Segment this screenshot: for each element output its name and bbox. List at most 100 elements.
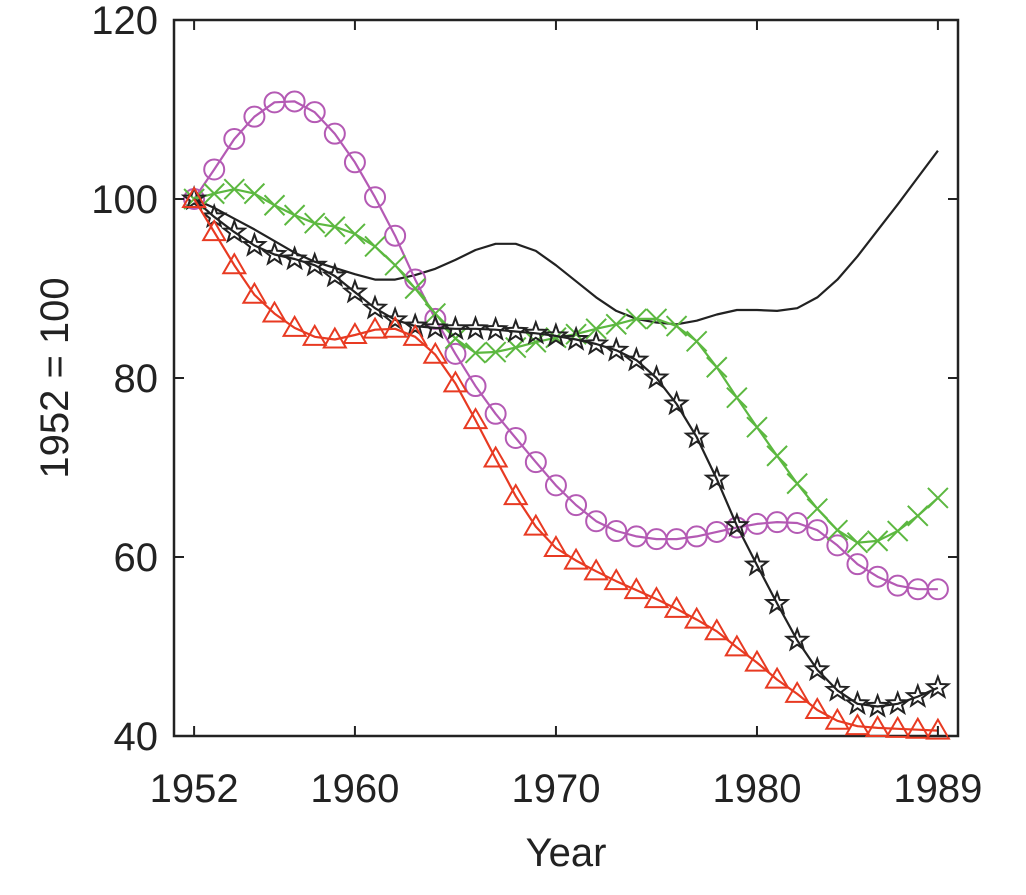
data-point-star (904, 682, 932, 708)
data-point-triangle (221, 252, 248, 275)
data-point-circle (926, 578, 949, 601)
data-point-star (683, 423, 710, 449)
plot-area (172, 18, 960, 738)
data-point-triangle (201, 219, 227, 242)
y-axis-title: 1952 = 100 (33, 277, 77, 478)
data-point-triangle (704, 618, 730, 641)
data-point-triangle (523, 513, 549, 536)
data-point-triangle (503, 483, 529, 506)
data-point-star (562, 325, 590, 351)
data-point-triangle (864, 714, 891, 737)
series-line (193, 100, 938, 591)
data-point-star (623, 346, 650, 372)
data-point-star (743, 551, 771, 577)
series-3 (180, 184, 952, 718)
data-point-circle (605, 520, 628, 543)
data-point-star (220, 218, 248, 244)
data-point-triangle (301, 323, 328, 346)
series-line (193, 198, 939, 708)
data-point-x (324, 216, 346, 238)
data-point-circle (303, 101, 326, 124)
data-point-x (726, 386, 748, 409)
data-point-circle (846, 553, 869, 576)
data-point-x (665, 315, 688, 337)
data-point-star (281, 245, 308, 271)
data-point-x (203, 182, 225, 205)
x-tick-label: 1960 (310, 767, 399, 811)
data-point-star (180, 184, 208, 211)
data-point-x (364, 235, 386, 258)
data-point-star (723, 511, 751, 537)
data-point-x (464, 342, 487, 364)
data-point-circle (544, 474, 567, 497)
data-point-triangle (563, 547, 589, 570)
series-0 (193, 150, 939, 326)
data-point-triangle (442, 370, 469, 393)
data-point-circle (826, 534, 849, 557)
data-point-x (263, 194, 286, 216)
data-point-star (763, 589, 791, 615)
tick-layer: 1952 1960 1970 1980 1989 40 60 80 100 120 (91, 0, 982, 811)
data-point-star (663, 390, 690, 416)
data-point-x (424, 302, 447, 325)
data-point-x (484, 341, 507, 363)
data-point-circle (323, 122, 346, 145)
series-4 (181, 186, 951, 740)
y-tick-label: 60 (114, 536, 159, 580)
data-point-x (866, 530, 889, 552)
data-point-star (422, 313, 449, 340)
data-point-circle (243, 105, 266, 128)
data-point-x (525, 331, 547, 353)
x-tick-label: 1989 (893, 767, 982, 811)
data-point-star (824, 676, 851, 702)
data-point-x (585, 318, 607, 340)
data-point-star (783, 626, 811, 652)
data-point-triangle (543, 535, 569, 558)
data-point-triangle (181, 186, 207, 208)
data-point-triangle (764, 666, 790, 689)
data-point-x (283, 204, 306, 226)
x-axis-title: Year (526, 831, 607, 875)
data-point-triangle (241, 281, 268, 304)
data-point-x (625, 308, 648, 330)
data-point-star (884, 689, 911, 716)
data-point-triangle (744, 649, 770, 672)
data-point-circle (585, 510, 608, 533)
series-2 (183, 178, 949, 554)
data-point-x (886, 520, 909, 542)
data-point-x (304, 212, 326, 234)
data-point-triangle (402, 323, 428, 346)
data-point-circle (444, 342, 467, 365)
data-point-star (361, 294, 389, 320)
data-point-circle (705, 520, 728, 543)
data-point-x (223, 178, 246, 200)
data-point-circle (786, 511, 809, 534)
x-tick-label: 1980 (712, 767, 801, 811)
data-point-circle (384, 224, 407, 247)
data-point-star (703, 465, 731, 491)
x-tick-label: 1970 (511, 767, 600, 811)
y-tick-label: 80 (114, 357, 159, 401)
data-point-x (685, 330, 708, 353)
data-point-star (482, 315, 509, 342)
data-point-triangle (643, 586, 670, 609)
data-point-star (502, 317, 529, 343)
data-point-triangle (322, 326, 348, 349)
data-point-x (605, 313, 627, 336)
data-point-star (321, 262, 349, 288)
data-point-circle (283, 90, 306, 113)
data-point-circle (464, 375, 487, 398)
data-point-triangle (482, 445, 509, 468)
data-point-star (602, 336, 630, 362)
data-point-circle (343, 151, 366, 174)
data-point-triangle (784, 680, 810, 703)
data-point-triangle (844, 713, 871, 736)
data-point-circle (524, 451, 547, 474)
data-point-star (522, 319, 550, 345)
data-point-star (381, 305, 409, 332)
data-point-star (643, 364, 670, 390)
data-point-star (582, 330, 610, 356)
data-point-triangle (724, 634, 750, 657)
data-point-x (384, 254, 406, 276)
data-point-star (924, 673, 952, 699)
